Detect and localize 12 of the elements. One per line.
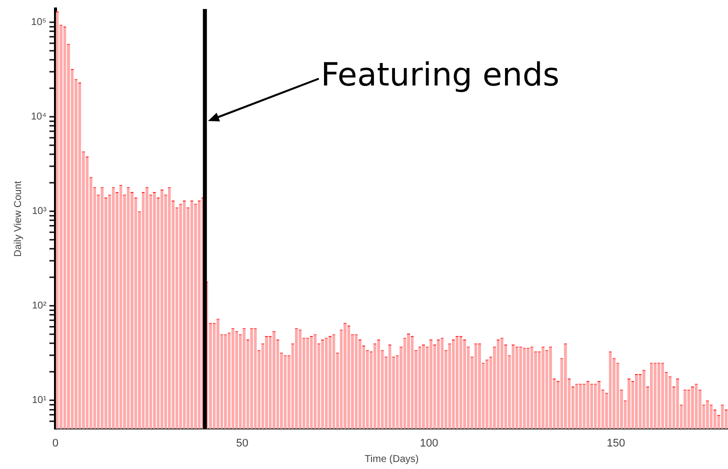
y-tick-label: 10¹ [32, 395, 48, 406]
y-axis-title: Daily View Count [12, 180, 24, 257]
x-tick-label: 0 [52, 437, 58, 450]
x-tick-label: 50 [236, 437, 248, 450]
y-tick-label: 10² [32, 300, 48, 312]
y-tick-label: 10³ [32, 206, 48, 218]
x-tick-label: 100 [420, 437, 438, 450]
y-tick-label: 10⁴ [31, 112, 46, 123]
x-tick-label: 150 [606, 437, 626, 450]
x-axis-title: Time (Days) [364, 454, 419, 465]
y-tick-label: 10⁵ [31, 16, 46, 28]
annotation: Featuring ends [320, 55, 560, 94]
